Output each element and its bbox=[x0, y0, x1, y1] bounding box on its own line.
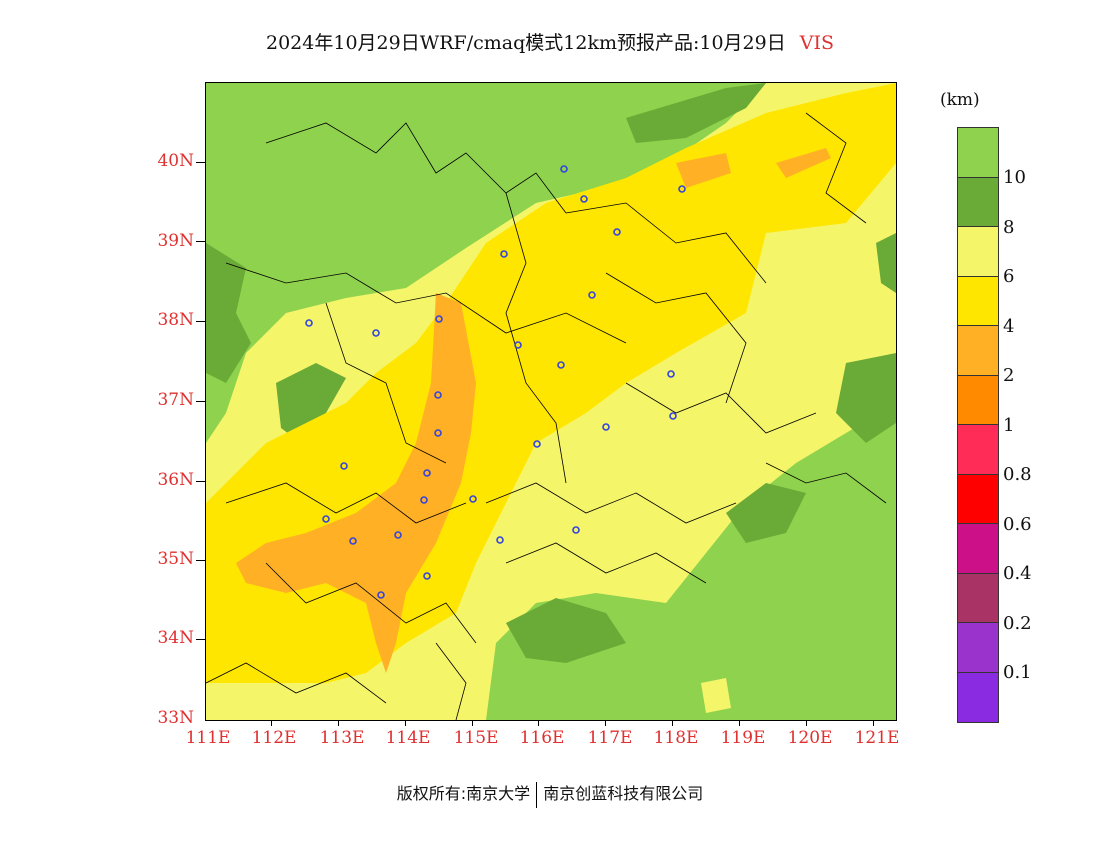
lat-tick bbox=[196, 401, 205, 402]
vis-field-8-10-east bbox=[836, 353, 896, 443]
map-svg bbox=[206, 83, 896, 720]
footer: 版权所有:南京大学 南京创蓝科技有限公司 bbox=[0, 780, 1100, 808]
lon-tick bbox=[806, 719, 807, 726]
lat-label-35N: 35N bbox=[157, 549, 194, 569]
colorbar-label: 10 bbox=[1003, 167, 1026, 188]
lat-tick bbox=[196, 481, 205, 482]
lat-label-40N: 40N bbox=[157, 151, 194, 171]
admin-boundaries bbox=[206, 112, 887, 720]
lat-tick bbox=[196, 241, 205, 242]
lon-tick bbox=[605, 719, 606, 726]
footer-company: 南京创蓝科技有限公司 bbox=[543, 784, 704, 803]
vis-field-8-10-coast bbox=[726, 483, 806, 543]
lat-label-37N: 37N bbox=[157, 390, 194, 410]
lon-label-111E: 111E bbox=[185, 728, 231, 748]
lat-tick bbox=[196, 560, 205, 561]
vis-field-8-10-west-inner bbox=[276, 363, 346, 443]
lon-label-120E: 120E bbox=[787, 728, 833, 748]
lon-tick bbox=[472, 719, 473, 726]
colorbar-label: 0.2 bbox=[1003, 612, 1032, 634]
colorbar-segment bbox=[958, 573, 998, 623]
title-variable: VIS bbox=[799, 32, 834, 54]
vis-field-8-10-northeast bbox=[876, 233, 896, 293]
colorbar-segment bbox=[958, 276, 998, 326]
colorbar-segment bbox=[958, 227, 998, 277]
colorbar-segment bbox=[958, 375, 998, 425]
lon-tick bbox=[338, 719, 339, 726]
lon-label-114E: 114E bbox=[385, 728, 431, 748]
vis-field-2-4 bbox=[236, 293, 476, 673]
lat-label-33N: 33N bbox=[157, 708, 194, 728]
colorbar-segment bbox=[958, 425, 998, 475]
vis-field-2-4-north bbox=[676, 153, 731, 188]
colorbar-label: 0.6 bbox=[1003, 513, 1032, 535]
colorbar-label: 4 bbox=[1003, 315, 1015, 337]
visibility-map bbox=[205, 82, 897, 721]
lon-label-116E: 116E bbox=[519, 728, 565, 748]
vis-field-2-4-northeast bbox=[776, 148, 831, 178]
vis-field-8-10-south bbox=[506, 598, 626, 663]
colorbar-label: 0.1 bbox=[1003, 662, 1032, 683]
vis-field-10-nw bbox=[206, 83, 766, 443]
lon-label-121E: 121E bbox=[854, 728, 900, 748]
colorbar-segment bbox=[958, 524, 998, 574]
lat-tick bbox=[196, 321, 205, 322]
colorbar-segment bbox=[958, 623, 998, 673]
lon-label-113E: 113E bbox=[319, 728, 365, 748]
colorbar-segment bbox=[958, 128, 998, 178]
footer-copyright: 版权所有:南京大学 bbox=[396, 784, 531, 803]
title-text: 2024年10月29日WRF/cmaq模式12km预报产品:10月29日 bbox=[266, 32, 786, 54]
colorbar-segment bbox=[958, 672, 998, 722]
footer-separator bbox=[536, 781, 538, 808]
lat-tick bbox=[196, 162, 205, 163]
colorbar bbox=[957, 127, 999, 723]
lon-tick bbox=[538, 719, 539, 726]
lon-label-118E: 118E bbox=[653, 728, 699, 748]
colorbar-label: 1 bbox=[1003, 414, 1015, 436]
lon-tick bbox=[873, 719, 874, 726]
colorbar-segment bbox=[958, 177, 998, 227]
vis-field-6-8-islet bbox=[701, 678, 731, 713]
vis-field-8-10-west bbox=[206, 243, 251, 383]
colorbar-label: 0.8 bbox=[1003, 464, 1032, 485]
colorbar-label: 0.4 bbox=[1003, 563, 1032, 584]
lon-tick bbox=[405, 719, 406, 726]
colorbar-label: 8 bbox=[1003, 216, 1015, 238]
lat-label-36N: 36N bbox=[157, 470, 194, 490]
lat-label-39N: 39N bbox=[157, 231, 194, 251]
colorbar-label: 6 bbox=[1003, 266, 1015, 287]
lon-label-112E: 112E bbox=[251, 728, 297, 748]
lat-tick bbox=[196, 639, 205, 640]
colorbar-unit: (km) bbox=[940, 90, 980, 110]
colorbar-label: 2 bbox=[1003, 365, 1015, 386]
lon-label-115E: 115E bbox=[453, 728, 499, 748]
colorbar-segment bbox=[958, 326, 998, 376]
lat-label-34N: 34N bbox=[157, 628, 194, 648]
colorbar-segment bbox=[958, 474, 998, 524]
lon-label-119E: 119E bbox=[720, 728, 766, 748]
lon-tick bbox=[672, 719, 673, 726]
vis-field-8-10-north bbox=[626, 83, 766, 143]
lon-tick bbox=[271, 719, 272, 726]
lat-label-38N: 38N bbox=[157, 310, 194, 330]
lon-tick bbox=[739, 719, 740, 726]
lon-label-117E: 117E bbox=[587, 728, 633, 748]
map-title: 2024年10月29日WRF/cmaq模式12km预报产品:10月29日 VIS bbox=[0, 28, 1100, 55]
city-markers bbox=[305, 165, 686, 599]
